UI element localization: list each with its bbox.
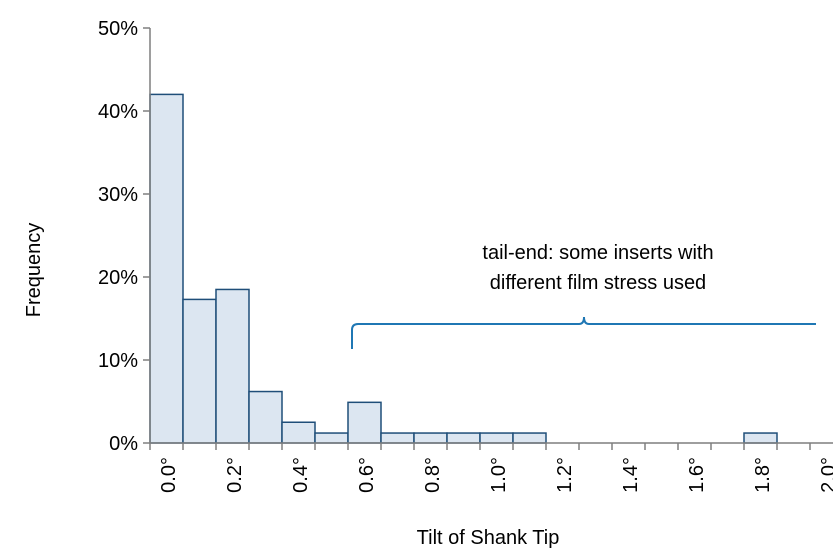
histogram-bar-18 — [744, 433, 777, 443]
y-tick-label-1: 10% — [98, 350, 138, 372]
x-tick-label-6: 1.2° — [554, 457, 576, 493]
histogram-bar-5 — [315, 433, 348, 443]
x-tick-label-10: 2.0° — [818, 457, 833, 493]
annotation-brace — [352, 317, 816, 349]
x-tick-label-1: 0.2° — [224, 457, 246, 493]
x-ticks-group: 0.0° 0.2° 0.4° 0.6° 0.8° 1.0° 1.2° 1.4° 1.6° 1.8°… — [150, 443, 833, 493]
x-tick-label-9: 1.8° — [752, 457, 774, 493]
y-tick-label-5: 50% — [98, 18, 138, 40]
histogram-bar-9 — [447, 433, 480, 443]
y-tick-label-0: 0% — [109, 433, 138, 455]
histogram-bar-2 — [216, 289, 249, 443]
y-tick-label-2: 20% — [98, 267, 138, 289]
y-tick-label-4: 40% — [98, 101, 138, 123]
annotation-group: tail-end: some inserts with different fi… — [352, 242, 816, 349]
y-ticks-group: 0% 10% 20% 30% 40% 50% — [98, 18, 150, 455]
x-tick-label-7: 1.4° — [620, 457, 642, 493]
x-axis-title: Tilt of Shank Tip — [417, 527, 560, 549]
histogram-bar-3 — [249, 392, 282, 443]
x-tick-label-5: 1.0° — [488, 457, 510, 493]
annotation-line-1: tail-end: some inserts with — [482, 242, 713, 264]
x-tick-label-4: 0.8° — [422, 457, 444, 493]
histogram-bar-10 — [480, 433, 513, 443]
x-tick-label-3: 0.6° — [356, 457, 378, 493]
histogram-bar-6 — [348, 402, 381, 443]
bars-group — [150, 94, 777, 443]
annotation-line-2: different film stress used — [490, 272, 706, 294]
y-tick-label-3: 30% — [98, 184, 138, 206]
histogram-bar-4 — [282, 422, 315, 443]
axes-group — [150, 28, 833, 443]
x-tick-label-8: 1.6° — [686, 457, 708, 493]
y-axis-title: Frequency — [23, 223, 45, 318]
x-tick-label-2: 0.4° — [290, 457, 312, 493]
histogram-bar-11 — [513, 433, 546, 443]
histogram-bar-0 — [150, 94, 183, 443]
histogram-bar-1 — [183, 299, 216, 443]
histogram-bar-8 — [414, 433, 447, 443]
histogram-bar-7 — [381, 433, 414, 443]
x-tick-label-0: 0.0° — [158, 457, 180, 493]
